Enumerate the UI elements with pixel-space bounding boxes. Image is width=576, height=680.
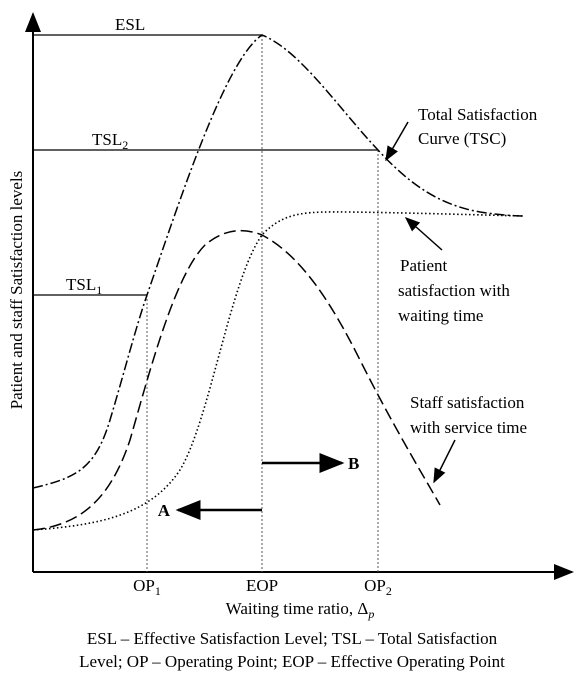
patient-annotation: Patient: [400, 256, 447, 275]
x-point-label: OP1: [133, 576, 161, 598]
arrow-b-label: B: [348, 454, 359, 473]
arrow-a-label: A: [158, 501, 171, 520]
patient-annotation: waiting time: [398, 306, 483, 325]
staff-annotation: with service time: [410, 418, 527, 437]
axes: [25, 12, 574, 580]
x-axis-label: Waiting time ratio, Δp: [226, 599, 375, 621]
guide-lines: [146, 35, 379, 572]
esl-label: ESL: [115, 15, 145, 34]
y-axis-label: Patient and staff Satisfaction levels: [7, 171, 26, 410]
level-lines: [33, 34, 378, 296]
caption: Level; OP – Operating Point; EOP – Effec…: [79, 652, 505, 671]
total-satisfaction-curve: [32, 34, 526, 489]
staff-satisfaction-curve: [32, 229, 441, 531]
x-point-label: EOP: [246, 576, 278, 595]
tsc-annotation: Total Satisfaction: [418, 105, 538, 124]
patient-satisfaction-curve: [32, 211, 526, 531]
patient-annotation: satisfaction with: [398, 281, 510, 300]
staff-annotation: Staff satisfaction: [410, 393, 525, 412]
tsl1-label: TSL1: [66, 275, 102, 297]
pointers: [385, 121, 456, 484]
tsl2-label: TSL2: [92, 130, 128, 152]
caption: ESL – Effective Satisfaction Level; TSL …: [87, 629, 498, 648]
x-point-label: OP2: [364, 576, 392, 598]
tsc-annotation: Curve (TSC): [418, 129, 506, 148]
